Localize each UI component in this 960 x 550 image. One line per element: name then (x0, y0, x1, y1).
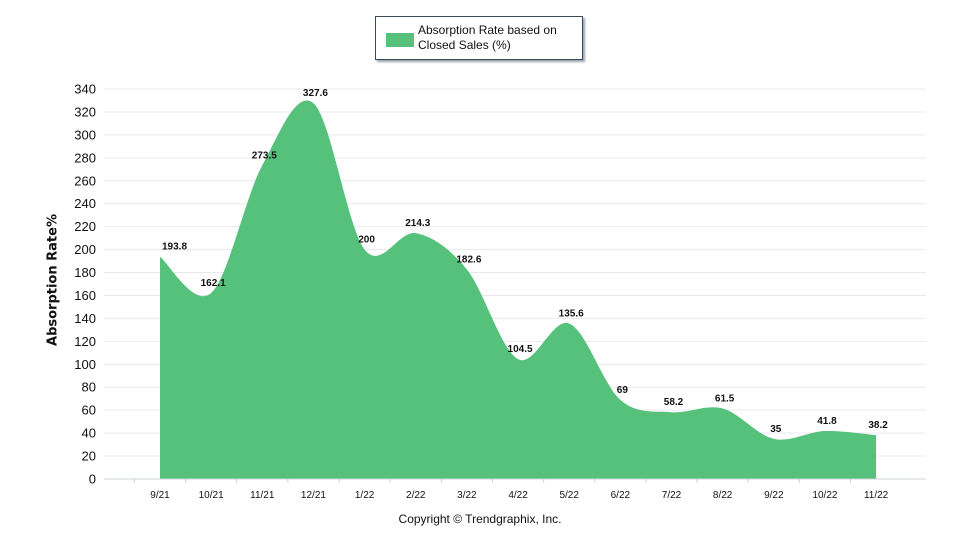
x-tick-label: 8/22 (713, 490, 733, 501)
y-tick-label: 160 (74, 288, 96, 303)
x-tick-label: 9/22 (764, 490, 784, 501)
data-label: 193.8 (162, 242, 187, 253)
y-tick-label: 20 (82, 449, 96, 464)
x-tick-label: 11/22 (864, 490, 889, 501)
y-tick-label: 140 (74, 311, 96, 326)
y-tick-label: 80 (82, 380, 96, 395)
x-tick-label: 10/21 (199, 490, 224, 501)
x-tick-label: 6/22 (611, 490, 631, 501)
x-tick-label: 5/22 (559, 490, 579, 501)
y-tick-label: 300 (74, 127, 96, 142)
x-tick-label: 4/22 (508, 490, 528, 501)
data-label: 200 (358, 235, 375, 246)
y-tick-label: 0 (89, 472, 96, 487)
y-tick-label: 220 (74, 219, 96, 234)
x-tick-label: 1/22 (355, 490, 375, 501)
y-tick-label: 340 (74, 82, 96, 97)
y-tick-label: 40 (82, 426, 96, 441)
legend-label: Absorption Rate based on Closed Sales (%… (418, 23, 557, 52)
x-tick-label: 7/22 (662, 490, 682, 501)
data-label: 69 (617, 385, 629, 396)
x-tick-label: 12/21 (301, 490, 326, 501)
y-tick-label: 180 (74, 265, 96, 280)
data-label: 327.6 (303, 88, 328, 99)
series-area-path (160, 100, 877, 480)
y-tick-label: 280 (74, 150, 96, 165)
x-tick-label: 9/21 (150, 490, 170, 501)
data-label: 135.6 (559, 308, 584, 319)
data-label: 38.2 (868, 420, 888, 431)
x-tick-label: 3/22 (457, 490, 477, 501)
y-tick-label: 120 (74, 334, 96, 349)
data-labels: 193.8 162.1 273.5 327.6 200 214.3 182.6 104.5 13… (162, 88, 888, 435)
series-area (160, 100, 877, 480)
legend-swatch (386, 33, 414, 47)
data-label: 61.5 (715, 393, 735, 404)
data-label: 273.5 (252, 150, 277, 161)
y-axis-label: Absorption Rate% (45, 214, 61, 346)
data-label: 162.1 (201, 278, 226, 289)
data-label: 58.2 (664, 397, 684, 408)
copyright-text: Copyright © Trendgraphix, Inc. (398, 512, 562, 526)
y-tick-label: 260 (74, 173, 96, 188)
legend: Absorption Rate based on Closed Sales (%… (375, 16, 583, 60)
y-tick-label: 320 (74, 104, 96, 119)
data-label: 41.8 (817, 416, 837, 427)
axes: 0 20 40 60 80 100 120 140 160 180 200 220 240 260 280 3… (74, 82, 926, 501)
y-tick-label: 100 (74, 357, 96, 372)
x-tick-label: 10/22 (812, 490, 837, 501)
data-label: 104.5 (508, 344, 533, 355)
x-tick-label: 2/22 (406, 490, 426, 501)
x-tick-label: 11/21 (250, 490, 275, 501)
y-tick-label: 200 (74, 242, 96, 257)
y-tick-label: 60 (82, 403, 96, 418)
data-label: 214.3 (405, 218, 430, 229)
data-label: 182.6 (456, 255, 481, 266)
data-label: 35 (770, 424, 782, 435)
y-tick-label: 240 (74, 196, 96, 211)
